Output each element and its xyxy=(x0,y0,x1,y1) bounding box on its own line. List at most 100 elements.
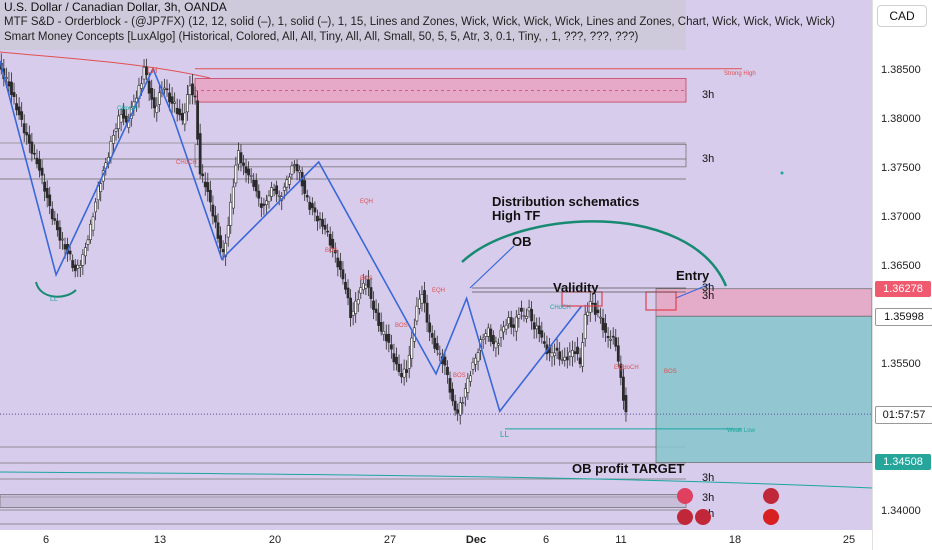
label-choch-4: CHoCH xyxy=(618,365,639,371)
us-flag-icon[interactable] xyxy=(763,488,779,504)
candle-body xyxy=(558,351,562,360)
candle-body xyxy=(446,366,449,376)
candle-body xyxy=(553,352,556,356)
candle-body xyxy=(180,113,184,121)
candle-body xyxy=(346,287,350,299)
candle-body xyxy=(507,317,511,325)
candle-body xyxy=(45,188,49,199)
candle-body xyxy=(369,287,373,299)
candle-body xyxy=(456,409,460,414)
candle-body xyxy=(196,100,200,140)
candle-body xyxy=(257,190,261,199)
candle-body xyxy=(191,83,194,96)
label-strong-high: Strong High xyxy=(724,71,756,77)
countdown-badge: 01:57:57 xyxy=(875,406,932,425)
tf-label-2: 3h xyxy=(702,153,715,165)
candle-body xyxy=(616,345,620,362)
candle-body xyxy=(509,317,513,328)
price-axis[interactable]: 1.340001.345001.350001.355001.360001.365… xyxy=(872,0,932,550)
candle-body xyxy=(221,249,225,253)
candle-body xyxy=(499,329,503,338)
canada-flag-icon[interactable] xyxy=(763,509,779,525)
candle-body xyxy=(305,195,309,198)
candle-body xyxy=(71,260,75,268)
candle-body xyxy=(186,94,189,113)
candle-body xyxy=(38,159,41,171)
candle-body xyxy=(157,92,161,105)
price-tick-label: 1.38000 xyxy=(881,112,921,125)
candle-body xyxy=(604,323,607,333)
price-tick-label: 1.38500 xyxy=(881,63,921,76)
candle-body xyxy=(73,264,77,272)
candle-body xyxy=(55,220,59,231)
us-flag-icon[interactable] xyxy=(677,509,693,525)
event-lightning-icon[interactable] xyxy=(677,488,693,504)
annotation-entry: Entry xyxy=(676,268,710,283)
candle-body xyxy=(351,310,355,316)
candle-body xyxy=(433,337,437,349)
label-eqh-2: EQH xyxy=(432,288,446,294)
candle-body xyxy=(236,150,240,165)
candle-body xyxy=(344,281,347,290)
candle-body xyxy=(252,179,256,187)
symbol-title[interactable]: U.S. Dollar / Canadian Dollar, 3h, OANDA xyxy=(4,0,227,14)
candle-body xyxy=(33,152,36,155)
candle-body xyxy=(364,284,368,289)
candle-body xyxy=(489,328,493,342)
candle-body xyxy=(458,402,462,416)
candle-body xyxy=(423,290,426,304)
candle-body xyxy=(318,218,322,221)
candle-body xyxy=(234,164,238,184)
candle-body xyxy=(244,166,248,174)
candle-body xyxy=(573,351,577,354)
time-axis[interactable]: 6 13 20 27 Dec 6 11 18 25 xyxy=(0,530,872,550)
candle-body xyxy=(520,307,523,312)
candle-body xyxy=(514,316,518,332)
indicator-smc-luxalgo[interactable]: Smart Money Concepts [LuxAlgo] (Historic… xyxy=(4,31,639,43)
candle-body xyxy=(216,222,220,239)
candle-body xyxy=(481,337,485,340)
candle-body xyxy=(331,238,335,249)
candle-body xyxy=(247,168,250,176)
candle-body xyxy=(471,361,475,370)
currency-button[interactable]: CAD xyxy=(877,5,927,27)
candle-body xyxy=(295,164,299,172)
price-badge-entry-top: 1.36278 xyxy=(875,280,931,297)
candle-body xyxy=(593,302,597,315)
candle-body xyxy=(76,264,80,269)
candle-body xyxy=(497,343,500,346)
label-eql: EQL xyxy=(614,365,627,371)
label-bos-4: BOS xyxy=(453,373,466,379)
us-flag-icon[interactable] xyxy=(695,509,711,525)
candle-body xyxy=(193,95,197,98)
candle-body xyxy=(155,105,159,113)
candle-body xyxy=(425,302,429,323)
candle-body xyxy=(183,112,187,125)
candle-body xyxy=(242,162,245,166)
zone-profit-target-zone xyxy=(655,315,872,463)
candle-body xyxy=(387,333,391,343)
candle-body xyxy=(293,164,296,166)
candle-body xyxy=(173,101,177,104)
candle-body xyxy=(537,325,541,335)
tf-label-3: 3h xyxy=(702,282,715,294)
candle-body xyxy=(117,115,120,129)
indicator-mtf-sd[interactable]: MTF S&D - Orderblock - (@JP7FX) (12, 12,… xyxy=(4,16,835,28)
candle-body xyxy=(542,341,546,344)
candle-body xyxy=(267,195,271,202)
candle-body xyxy=(576,346,579,355)
chart-legend: U.S. Dollar / Canadian Dollar, 3h, OANDA… xyxy=(0,0,835,50)
label-bos-1: BOS xyxy=(325,248,338,254)
candle-body xyxy=(12,92,16,97)
candle-body xyxy=(451,388,454,402)
candle-body xyxy=(359,287,363,294)
chart-plot-area[interactable]: U.S. Dollar / Canadian Dollar, 3h, OANDA… xyxy=(0,0,872,530)
candlestick-chart[interactable] xyxy=(0,0,872,530)
candle-body xyxy=(201,173,205,177)
candle-body xyxy=(484,333,488,337)
candle-body xyxy=(254,180,258,192)
label-bos-5: BOS xyxy=(664,369,677,375)
candle-body xyxy=(226,225,230,238)
tf-label-4: 3h xyxy=(702,290,715,302)
candle-body xyxy=(7,81,11,87)
